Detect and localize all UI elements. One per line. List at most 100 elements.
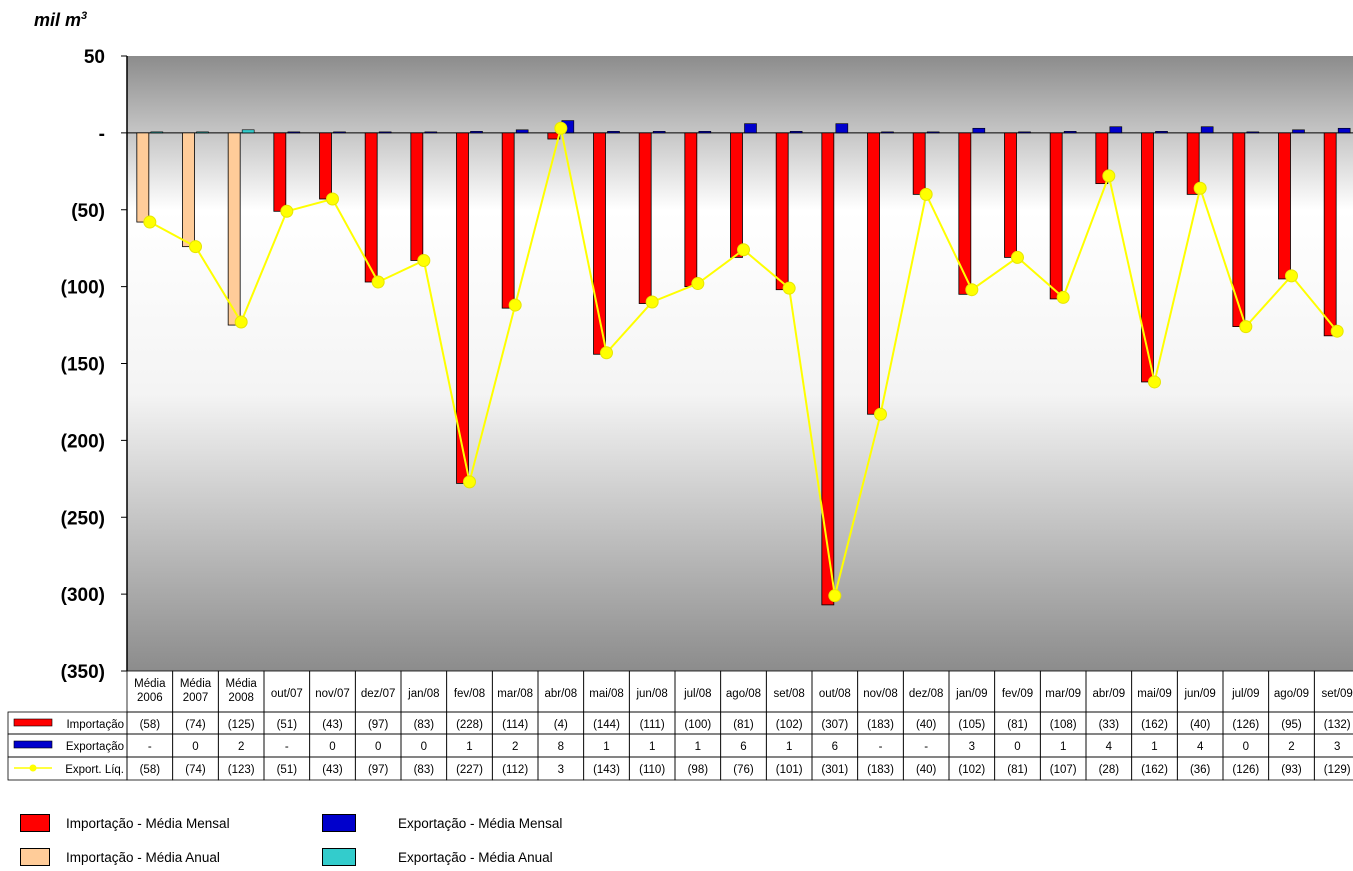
- data-label: (108): [1050, 719, 1077, 731]
- bar-export-monthly: [378, 131, 392, 134]
- bar-import-monthly: [1004, 132, 1017, 258]
- bar-import-monthly: [730, 132, 743, 258]
- data-label: -: [148, 741, 152, 753]
- data-cell: [1313, 756, 1353, 781]
- bar-export-monthly: [1018, 131, 1031, 134]
- data-label: (102): [958, 764, 985, 776]
- bar-export-monthly: [470, 131, 483, 134]
- category-label: set/08: [774, 688, 805, 700]
- data-label: (301): [821, 764, 848, 776]
- bar-import-monthly: [867, 132, 880, 415]
- data-label: 2: [512, 741, 518, 753]
- category-label: abr/08: [545, 688, 578, 700]
- category-label: nov/08: [863, 688, 898, 700]
- data-label: 6: [832, 741, 838, 753]
- data-label: -: [879, 741, 883, 753]
- bar-export-monthly: [789, 131, 803, 134]
- data-label: (97): [368, 719, 389, 731]
- data-label: (40): [916, 764, 937, 776]
- net-export-point: [463, 475, 476, 489]
- data-label: (114): [502, 719, 528, 731]
- data-label: (51): [277, 764, 298, 776]
- data-label: (144): [593, 719, 620, 731]
- data-label: (162): [1141, 719, 1168, 731]
- bar-import-monthly: [1323, 132, 1337, 337]
- bar-import-monthly: [364, 132, 378, 283]
- unit-label: mil m3: [34, 10, 88, 30]
- data-label: (132): [1324, 719, 1351, 731]
- row-key-export: [13, 740, 53, 749]
- bar-export-monthly: [1155, 131, 1168, 134]
- y-tick-label: (200): [61, 431, 105, 452]
- bar-import-monthly: [273, 132, 287, 212]
- net-export-point: [691, 277, 705, 291]
- net-export-point: [1239, 320, 1253, 334]
- category-label: jun/08: [635, 688, 667, 700]
- category-label: set/09: [1322, 688, 1353, 700]
- row-label: Exportação: [66, 741, 124, 753]
- bar-import-annual: [227, 132, 241, 326]
- bar-import-monthly: [775, 132, 789, 291]
- data-label: (81): [733, 719, 754, 731]
- data-label: 0: [1014, 741, 1020, 753]
- bar-export-monthly: [835, 123, 849, 134]
- data-label: (4): [554, 719, 568, 731]
- bar-export-monthly: [1109, 126, 1123, 134]
- bar-export-monthly: [1200, 126, 1214, 134]
- data-label: (33): [1099, 719, 1120, 731]
- bar-export-monthly: [1337, 127, 1351, 134]
- data-label: (43): [322, 719, 343, 731]
- bar-import-monthly: [1278, 132, 1291, 280]
- data-label: (36): [1190, 764, 1211, 776]
- category-label: jan/08: [407, 688, 439, 700]
- row-key-import: [13, 718, 53, 727]
- net-export-point: [234, 315, 248, 329]
- data-label: (125): [228, 719, 255, 731]
- data-label: 2: [1288, 741, 1294, 753]
- category-label: dez/08: [909, 688, 944, 700]
- data-label: (227): [456, 764, 483, 776]
- data-label: (129): [1324, 764, 1351, 776]
- data-label: (58): [140, 764, 161, 776]
- category-label: out/07: [271, 688, 303, 700]
- bar-export-annual: [150, 131, 164, 134]
- net-export-point: [600, 346, 613, 360]
- legend-item-import-annual: Importação - Média Anual: [20, 848, 220, 866]
- bar-export-monthly: [515, 129, 529, 134]
- y-tick-label: (100): [61, 278, 105, 299]
- net-export-point: [645, 295, 659, 309]
- bar-import-monthly: [1141, 132, 1154, 383]
- data-label: (112): [502, 764, 528, 776]
- data-label: 0: [421, 741, 427, 753]
- net-export-point: [326, 192, 339, 206]
- legend-label: Importação - Média Mensal: [66, 815, 230, 831]
- net-export-point: [1056, 290, 1070, 304]
- bar-import-monthly: [410, 132, 424, 261]
- data-label: (123): [228, 764, 255, 776]
- bar-import-monthly: [912, 132, 926, 195]
- data-label: 4: [1106, 741, 1113, 753]
- data-label: (40): [916, 719, 937, 731]
- data-label: (183): [867, 764, 894, 776]
- legend-swatch-export-annual: [322, 848, 356, 866]
- y-tick-label: (50): [71, 201, 105, 222]
- bar-export-monthly: [881, 131, 894, 134]
- row-label: Export. Líq.: [65, 764, 124, 776]
- data-label: (307): [821, 719, 848, 731]
- y-tick-label: (300): [61, 585, 105, 606]
- data-label: (74): [185, 764, 206, 776]
- data-label: 2: [238, 741, 244, 753]
- bar-import-annual: [136, 132, 150, 223]
- data-label: 6: [740, 741, 746, 753]
- y-tick-label: (350): [61, 662, 105, 683]
- net-export-point: [1148, 375, 1161, 389]
- data-label: (101): [776, 764, 803, 776]
- net-export-point: [554, 121, 568, 135]
- legend-swatch-export-monthly: [322, 814, 356, 832]
- net-export-point: [371, 275, 385, 289]
- data-label: 1: [603, 741, 609, 753]
- data-label: (100): [684, 719, 711, 731]
- net-export-point: [965, 283, 979, 297]
- bar-export-monthly: [1246, 131, 1260, 134]
- net-export-point: [1330, 324, 1344, 338]
